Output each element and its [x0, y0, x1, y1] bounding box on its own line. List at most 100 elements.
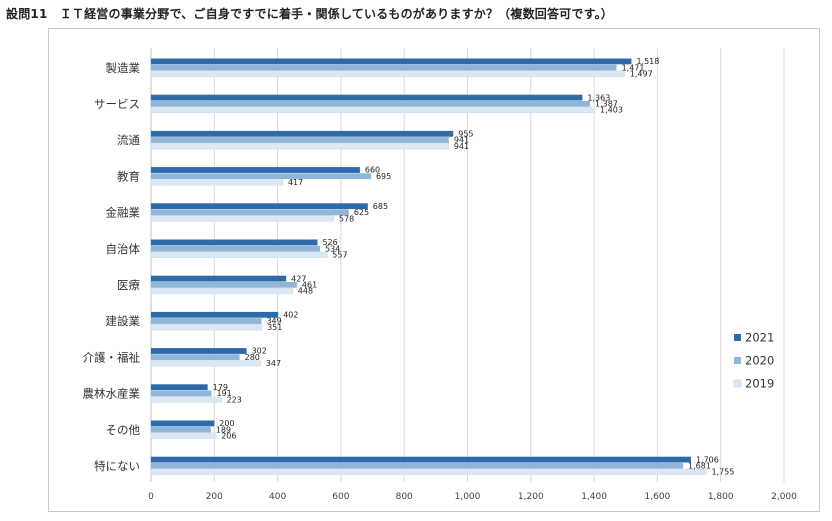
bar	[151, 420, 215, 427]
legend-swatch	[734, 357, 741, 364]
legend-swatch	[734, 334, 741, 341]
data-label: 1,755	[711, 468, 734, 477]
data-label: 1,497	[630, 70, 653, 79]
x-tick-label: 400	[269, 492, 286, 502]
category-label: 特にない	[94, 459, 140, 473]
data-labels: 1,5181,4711,4971,3631,3871,4039559419416…	[213, 57, 735, 477]
data-label: 1,387	[595, 100, 618, 109]
data-label: 191	[216, 389, 231, 398]
category-label: 建設業	[106, 314, 141, 328]
bar	[150, 215, 335, 222]
data-label: 206	[221, 432, 236, 441]
data-label: 941	[454, 136, 469, 145]
chart-title: 設問11 ＩＴ経営の事業分野で、ご自身ですでに着手・関係しているものがありますか…	[6, 7, 613, 21]
data-label: 695	[376, 172, 391, 181]
data-label: 280	[245, 353, 260, 362]
data-label: 461	[302, 281, 317, 290]
data-label: 200	[219, 419, 234, 428]
data-label: 223	[227, 395, 242, 404]
legend-label: 2020	[745, 354, 774, 368]
bar	[151, 209, 349, 216]
bar	[151, 281, 297, 288]
bar	[151, 390, 212, 397]
data-label: 941	[454, 142, 469, 151]
bar	[150, 143, 450, 150]
data-label: 1,403	[600, 106, 623, 115]
bar	[150, 468, 707, 476]
data-label: 351	[267, 323, 282, 332]
data-label: 1,471	[622, 63, 645, 72]
x-tick-label: 1,600	[645, 492, 671, 502]
data-label: 660	[365, 166, 380, 175]
bar	[150, 360, 262, 367]
bar	[151, 239, 318, 246]
bar	[151, 137, 449, 143]
x-tick-label: 1,200	[518, 492, 544, 502]
data-label: 402	[283, 311, 298, 320]
x-tick-label: 200	[206, 492, 223, 502]
category-label: 金融業	[106, 206, 141, 220]
x-tick-label: 600	[332, 492, 349, 502]
category-label: 介護・福祉	[83, 350, 141, 364]
x-tick-label: 1,400	[581, 492, 607, 502]
bar	[151, 167, 360, 173]
bar	[150, 106, 596, 114]
legend-label: 2021	[745, 331, 774, 345]
bar	[151, 203, 368, 210]
x-tick-label: 2,000	[771, 492, 797, 502]
data-label: 427	[291, 274, 306, 283]
bar	[150, 287, 293, 295]
bar	[151, 462, 684, 469]
x-tick-label: 1,800	[708, 492, 734, 502]
bar	[150, 324, 263, 331]
data-label: 302	[252, 347, 267, 356]
bar	[150, 179, 284, 186]
data-label: 417	[288, 178, 303, 187]
bar	[151, 173, 371, 180]
bars	[150, 58, 707, 476]
data-label: 1,518	[636, 57, 659, 66]
legend-label: 2019	[745, 377, 774, 391]
bar	[150, 251, 328, 258]
data-label: 578	[339, 214, 354, 223]
gridlines	[150, 48, 785, 482]
category-label: 教育	[117, 169, 140, 183]
data-label: 1,706	[696, 455, 719, 464]
data-label: 1,681	[688, 462, 711, 471]
category-label: その他	[106, 423, 141, 437]
category-label: 流通	[117, 133, 140, 147]
chart-frame	[48, 28, 820, 512]
bar	[151, 456, 691, 463]
bar	[151, 348, 247, 354]
bar	[151, 318, 262, 324]
bar	[151, 58, 632, 65]
bar	[150, 396, 222, 403]
category-label: 製造業	[106, 61, 141, 75]
bar	[151, 384, 208, 391]
data-label: 557	[332, 251, 347, 260]
data-label: 534	[325, 244, 340, 253]
data-label: 179	[213, 383, 228, 392]
x-tick-label: 0	[148, 492, 154, 502]
legend: 2021 2020 2019	[733, 331, 774, 391]
data-label: 526	[322, 238, 337, 247]
data-label: 685	[373, 202, 388, 211]
data-label: 189	[216, 425, 231, 434]
bar	[151, 245, 321, 252]
bar	[150, 432, 217, 439]
data-label: 1,363	[587, 93, 610, 102]
bar	[150, 70, 626, 77]
category-label: 自治体	[106, 242, 141, 256]
x-tick-labels: 0 200 400 600 800 1,000 1,200 1,400 1,600 1,800 2,…	[148, 492, 797, 502]
category-label: 農林水産業	[83, 387, 141, 401]
data-label: 448	[298, 287, 313, 296]
data-label: 349	[266, 317, 281, 326]
data-label: 347	[266, 359, 281, 368]
x-tick-label: 800	[396, 492, 413, 502]
bar	[151, 130, 454, 137]
bar	[151, 94, 583, 101]
x-tick-label: 1,000	[455, 492, 481, 502]
data-label: 625	[354, 208, 369, 217]
